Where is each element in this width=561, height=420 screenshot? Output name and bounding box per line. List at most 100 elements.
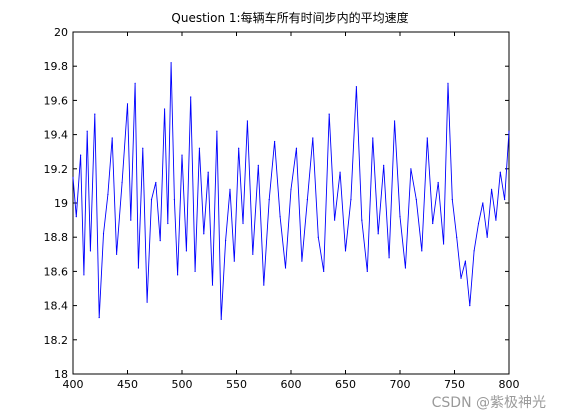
data-point (290, 188, 292, 190)
data-point (482, 202, 484, 204)
data-point (98, 316, 100, 319)
data-point (432, 222, 434, 225)
data-point (137, 267, 139, 269)
chart-title: Question 1:每辆车所有时间步内的平均速度 (171, 10, 408, 25)
data-point (225, 240, 227, 242)
series-group (72, 62, 510, 320)
data-point (246, 120, 248, 122)
y-tick-label: 18.2 (44, 334, 69, 347)
data-point (355, 86, 357, 88)
data-point (464, 260, 466, 262)
data-point (279, 216, 281, 218)
data-point (173, 198, 175, 201)
data-point (361, 219, 363, 221)
data-point (451, 198, 453, 201)
data-point (410, 168, 412, 170)
y-tick-label: 18.8 (44, 231, 69, 244)
x-tick-label: 550 (226, 378, 247, 391)
data-point (312, 137, 314, 139)
data-point (495, 219, 497, 221)
data-point (142, 147, 144, 149)
y-tick-label: 18.6 (44, 265, 69, 278)
data-point (499, 171, 501, 173)
data-point (146, 301, 148, 303)
data-point (328, 113, 330, 115)
data-point (177, 274, 179, 276)
data-point (190, 96, 192, 98)
data-point (443, 243, 445, 245)
x-tick-label: 700 (390, 378, 411, 391)
y-tick-label: 19.2 (44, 163, 69, 176)
data-point (415, 198, 417, 201)
data-point (102, 233, 105, 235)
x-tick-label: 600 (281, 378, 302, 391)
data-point (86, 130, 88, 132)
data-point (383, 164, 385, 166)
data-point (350, 198, 352, 201)
data-point (233, 260, 235, 262)
data-point (126, 103, 129, 105)
data-point (207, 171, 209, 173)
axes-group (72, 31, 510, 375)
data-point (393, 120, 396, 122)
series-line-0 (72, 62, 510, 320)
data-point (155, 181, 157, 184)
data-point (504, 198, 506, 201)
data-point (306, 198, 308, 201)
x-tick-label: 500 (172, 378, 193, 391)
data-point (211, 284, 214, 286)
y-tick-label: 18.4 (44, 300, 69, 313)
y-tick-label: 20 (54, 26, 68, 39)
data-point (399, 216, 401, 218)
data-point (301, 260, 303, 262)
data-point (460, 277, 462, 279)
data-point (229, 188, 231, 190)
data-point (469, 305, 471, 307)
x-tick-label: 750 (444, 378, 465, 391)
data-point (317, 236, 319, 238)
data-point (339, 171, 341, 173)
data-point (366, 270, 368, 272)
data-point (477, 222, 480, 225)
data-point (404, 267, 407, 269)
x-tick-label: 450 (117, 378, 138, 391)
data-point (116, 253, 118, 255)
data-point (372, 137, 374, 139)
data-point (75, 216, 77, 218)
data-point (111, 137, 113, 139)
y-tick-label: 19.6 (44, 94, 69, 107)
data-point (257, 164, 259, 166)
data-point (268, 198, 270, 201)
data-point (134, 82, 136, 84)
data-point (284, 267, 287, 269)
x-tick-label: 400 (63, 378, 84, 391)
data-point (72, 176, 74, 178)
data-point (185, 250, 187, 252)
data-point (295, 147, 298, 149)
y-tick-label: 18 (54, 368, 68, 381)
data-point (198, 147, 201, 149)
data-point (220, 318, 222, 320)
data-point (323, 270, 325, 272)
plot-frame (72, 31, 510, 375)
data-point (426, 137, 428, 139)
data-point (94, 113, 96, 115)
data-point (456, 236, 458, 238)
data-point (486, 236, 488, 238)
data-point (80, 154, 82, 156)
data-point (150, 198, 153, 201)
data-point (388, 257, 390, 259)
data-point (242, 222, 244, 225)
ticks-group: 400 450 500 550 600 650 700 750 800 18 18.2 18.4 18.… (44, 26, 520, 391)
data-point (252, 253, 254, 255)
data-point (167, 222, 169, 225)
data-point (159, 240, 161, 242)
data-point (121, 181, 123, 184)
data-point (334, 219, 336, 221)
x-tick-label: 650 (335, 378, 356, 391)
data-point (203, 233, 205, 235)
y-tick-label: 19.8 (44, 60, 69, 73)
data-point (447, 82, 449, 84)
data-point (194, 270, 196, 272)
